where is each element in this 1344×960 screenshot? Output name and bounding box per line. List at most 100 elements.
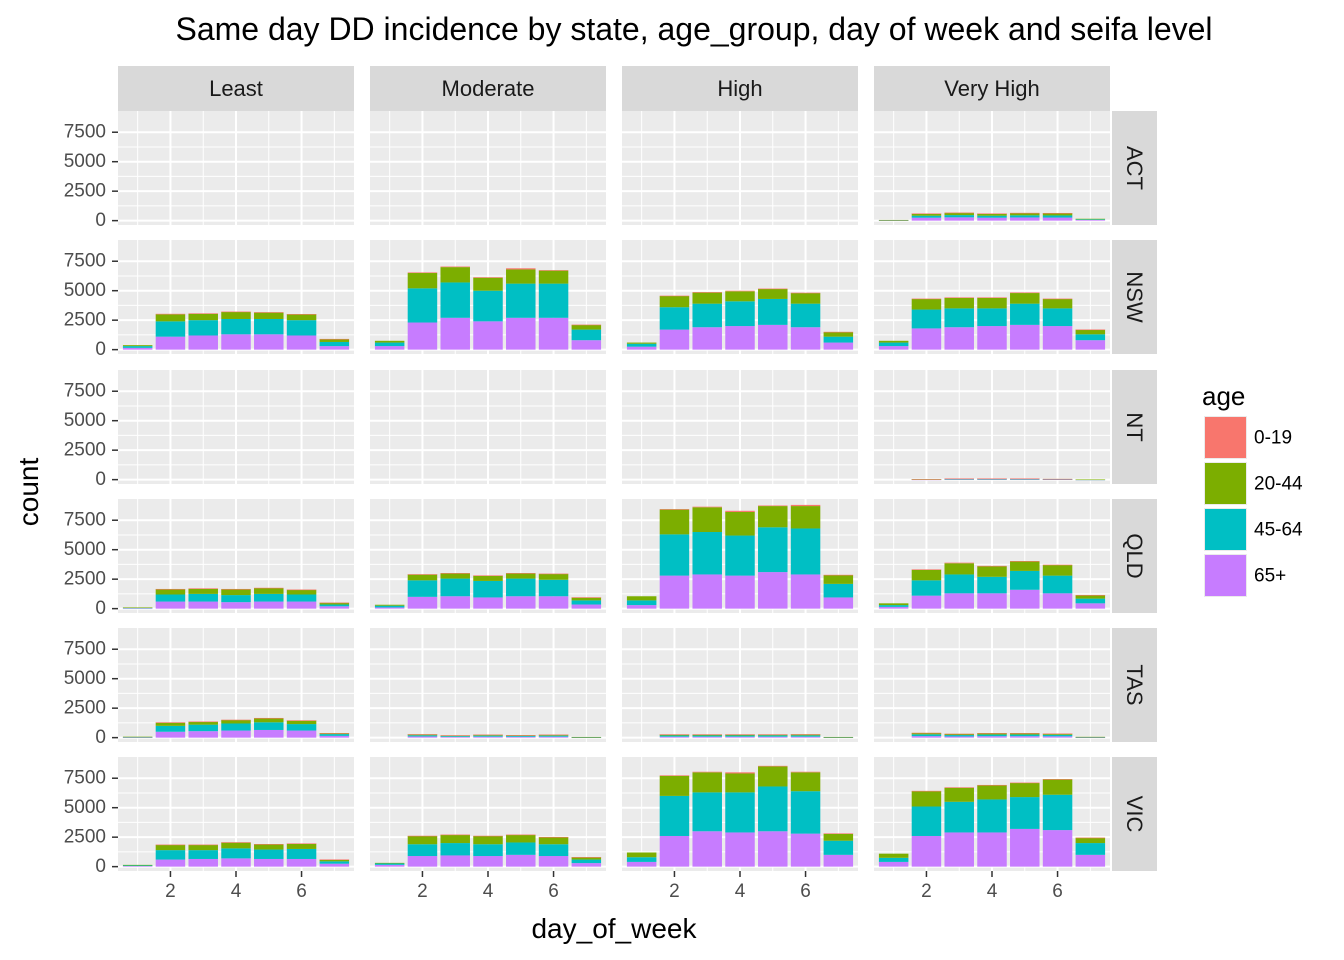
bar-vic-moderate-day2-45-64 [407, 844, 438, 857]
bar-qld-very-high-day7-0-19 [1075, 594, 1106, 596]
bar-vic-least-day1-45-64 [122, 865, 153, 867]
bar-nsw-least-day5-45-64 [254, 318, 284, 335]
bar-act-very-high-day2-20-44 [911, 213, 942, 216]
bar-qld-high-day3-45-64 [692, 532, 722, 575]
bar-tas-high-day5-0-19 [758, 734, 788, 735]
bar-nsw-very-high-day3-65- [944, 327, 974, 350]
bar-nsw-high-day4-45-64 [725, 301, 755, 327]
bar-vic-moderate-day5-20-44 [506, 834, 536, 843]
bar-vic-least-day6-20-44 [286, 843, 317, 849]
bar-qld-moderate-day4-45-64 [473, 580, 503, 598]
bar-act-very-high-day7-20-44 [1075, 218, 1106, 220]
y-tick-label: 0 [95, 727, 106, 748]
bar-vic-moderate-day5-65- [506, 854, 536, 867]
y-axis-title: count [13, 458, 44, 527]
bar-tas-moderate-day7-20-44 [571, 736, 602, 738]
bar-qld-very-high-day5-45-64 [1010, 570, 1040, 590]
bar-vic-moderate-day7-0-19 [571, 857, 602, 858]
bar-nsw-very-high-day2-45-64 [911, 309, 942, 329]
bar-qld-high-day5-0-19 [758, 505, 788, 507]
bar-vic-moderate-day7-20-44 [571, 857, 602, 860]
bar-qld-high-day7-0-19 [823, 574, 854, 576]
panel-vic-moderate [370, 757, 606, 871]
bar-tas-high-day2-20-44 [659, 734, 690, 736]
x-tick-label: 2 [417, 881, 428, 902]
bar-vic-very-high-day4-0-19 [977, 784, 1007, 786]
axes: 0 2500 5000 7500 0 2500 5000 7500 0 2500 5000 7500 0… [64, 122, 1063, 902]
bar-nt-very-high-day4-45-64 [977, 478, 1007, 480]
bar-nsw-very-high-day7-20-44 [1075, 329, 1106, 335]
facet-grid: Least Moderate High Very High ACT NSW NT QLD TAS… [118, 66, 1157, 871]
bar-qld-moderate-day6-20-44 [538, 573, 569, 580]
bar-nsw-moderate-day5-45-64 [506, 283, 536, 318]
bar-vic-high-day5-65- [758, 831, 788, 867]
bar-vic-very-high-day4-45-64 [977, 799, 1007, 833]
x-tick-label: 4 [231, 881, 242, 902]
x-tick-label: 4 [987, 881, 998, 902]
bar-tas-least-day6-0-19 [286, 720, 317, 721]
bar-tas-least-day5-65- [254, 729, 284, 738]
bar-tas-high-day6-45-64 [790, 735, 821, 737]
strip-label-tas: TAS [1122, 664, 1147, 705]
bar-qld-moderate-day6-65- [538, 596, 569, 609]
y-tick-label: 2500 [64, 440, 106, 461]
bar-nt-very-high-day6-0-19 [1042, 478, 1073, 480]
bar-act-very-high-day7-65- [1075, 219, 1106, 221]
bar-qld-very-high-day7-45-64 [1075, 598, 1106, 604]
bar-nsw-high-day1-65- [626, 346, 657, 350]
strip-tas [1112, 628, 1157, 742]
bar-vic-moderate-day3-45-64 [440, 843, 470, 856]
y-tick-label: 5000 [64, 280, 106, 301]
bar-nsw-high-day6-65- [790, 327, 821, 350]
bar-vic-high-day4-0-19 [725, 772, 755, 774]
bar-tas-least-day3-0-19 [188, 721, 218, 723]
bar-tas-moderate-day5-0-19 [506, 735, 536, 736]
bar-qld-high-day1-65- [626, 605, 657, 609]
x-tick-label: 2 [669, 881, 680, 902]
bar-vic-moderate-day1-65- [374, 864, 405, 867]
panel-tas-very-high [874, 628, 1110, 742]
bar-nsw-very-high-day1-65- [878, 346, 909, 350]
bar-vic-very-high-day2-0-19 [911, 790, 942, 792]
x-tick-label: 6 [548, 881, 559, 902]
bar-nsw-high-day6-20-44 [790, 293, 821, 304]
bar-qld-least-day7-45-64 [319, 604, 350, 607]
bar-qld-moderate-day4-20-44 [473, 575, 503, 581]
bar-tas-least-day4-45-64 [221, 723, 251, 731]
bar-qld-least-day5-45-64 [254, 593, 284, 602]
bar-nsw-moderate-day6-0-19 [538, 270, 569, 271]
bar-qld-moderate-day7-20-44 [571, 597, 602, 601]
bar-tas-least-day3-20-44 [188, 721, 218, 725]
bar-act-very-high-day1-20-44 [878, 219, 909, 221]
bar-vic-high-day3-45-64 [692, 792, 722, 832]
bar-nt-very-high-day5-45-64 [1010, 478, 1040, 480]
bar-act-very-high-day2-45-64 [911, 215, 942, 218]
bar-nt-very-high-day5-0-19 [1010, 478, 1040, 480]
bar-qld-moderate-day1-45-64 [374, 605, 405, 608]
bar-tas-least-day2-20-44 [155, 722, 186, 726]
bar-vic-least-day4-65- [221, 858, 251, 867]
bar-tas-least-day1-20-44 [122, 736, 153, 738]
bar-qld-least-day3-20-44 [188, 588, 218, 594]
panel-act-high [622, 111, 858, 225]
x-axis-title: day_of_week [531, 913, 697, 944]
bar-vic-high-day2-65- [659, 835, 690, 867]
bar-vic-least-day5-20-44 [254, 844, 284, 850]
bar-vic-moderate-day6-65- [538, 856, 569, 867]
bar-qld-high-day3-20-44 [692, 507, 722, 533]
bar-qld-least-day7-20-44 [319, 602, 350, 605]
bar-act-very-high-day4-45-64 [977, 215, 1007, 218]
x-tick-label: 4 [483, 881, 494, 902]
bar-vic-high-day4-65- [725, 832, 755, 867]
y-tick-label: 7500 [64, 768, 106, 789]
bar-nsw-least-day6-20-44 [286, 314, 317, 321]
bar-vic-very-high-day5-0-19 [1010, 782, 1040, 784]
bar-nsw-very-high-day6-0-19 [1042, 298, 1073, 300]
bar-vic-very-high-day7-20-44 [1075, 837, 1106, 844]
bar-nsw-high-day3-20-44 [692, 292, 722, 304]
bar-vic-moderate-day7-45-64 [571, 859, 602, 864]
x-tick-label: 4 [735, 881, 746, 902]
bar-vic-very-high-day6-20-44 [1042, 779, 1073, 795]
panel-nt-high [622, 370, 858, 484]
bar-qld-very-high-day3-0-19 [944, 562, 974, 564]
